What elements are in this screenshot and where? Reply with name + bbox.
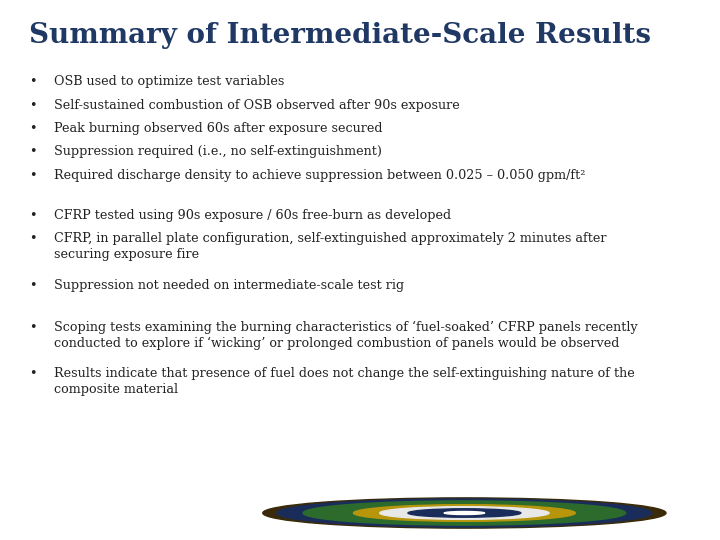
Circle shape	[379, 507, 549, 519]
Text: •: •	[29, 145, 36, 158]
Text: Scoping tests examining the burning characteristics of ‘fuel-soaked’ CFRP panels: Scoping tests examining the burning char…	[54, 321, 638, 350]
Text: •: •	[29, 279, 36, 292]
Text: •: •	[29, 76, 36, 89]
Circle shape	[263, 498, 666, 528]
Text: Required discharge density to achieve suppression between 0.025 – 0.050 gpm/ft²: Required discharge density to achieve su…	[54, 168, 585, 181]
Text: CFRP tested using 90s exposure / 60s free-burn as developed: CFRP tested using 90s exposure / 60s fre…	[54, 209, 451, 222]
Text: •: •	[29, 232, 36, 245]
Text: •: •	[29, 168, 36, 181]
Text: CFRP, in parallel plate configuration, self-extinguished approximately 2 minutes: CFRP, in parallel plate configuration, s…	[54, 232, 606, 261]
Text: Suppression not needed on intermediate-scale test rig: Suppression not needed on intermediate-s…	[54, 279, 404, 292]
Circle shape	[408, 509, 521, 517]
Text: Airport Technology Research & Development Branch: Airport Technology Research & Developmen…	[18, 501, 327, 511]
Text: Summary of Intermediate-Scale Results: Summary of Intermediate-Scale Results	[29, 22, 651, 49]
Text: •: •	[29, 99, 36, 112]
Text: •: •	[29, 122, 36, 135]
Circle shape	[277, 499, 652, 527]
Text: October 20, 2011: October 20, 2011	[18, 524, 104, 534]
Text: Suppression required (i.e., no self-extinguishment): Suppression required (i.e., no self-exti…	[54, 145, 382, 158]
Text: Self-sustained combustion of OSB observed after 90s exposure: Self-sustained combustion of OSB observe…	[54, 99, 460, 112]
Text: Results indicate that presence of fuel does not change the self-extinguishing na: Results indicate that presence of fuel d…	[54, 367, 635, 396]
Text: •: •	[29, 321, 36, 334]
Circle shape	[354, 505, 575, 521]
Circle shape	[303, 501, 626, 525]
Circle shape	[444, 511, 485, 515]
Text: Federal Aviation
Administration: Federal Aviation Administration	[500, 495, 608, 526]
Text: Peak burning observed 60s after exposure secured: Peak burning observed 60s after exposure…	[54, 122, 382, 135]
Text: •: •	[29, 209, 36, 222]
Text: •: •	[29, 367, 36, 380]
Text: OSB used to optimize test variables: OSB used to optimize test variables	[54, 76, 284, 89]
Text: 11: 11	[675, 503, 702, 523]
